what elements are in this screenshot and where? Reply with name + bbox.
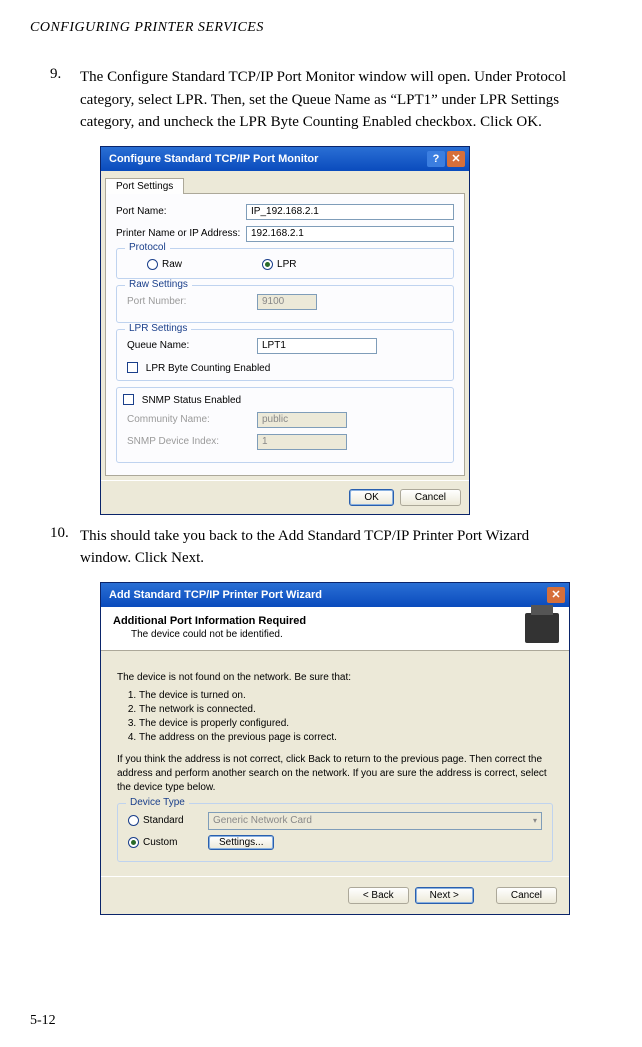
snmp-group: SNMP Status Enabled Community Name: publ… (116, 387, 454, 463)
dialog-title: Add Standard TCP/IP Printer Port Wizard (109, 589, 547, 601)
lpr-byte-counting-checkbox[interactable]: LPR Byte Counting Enabled (127, 360, 443, 374)
port-name-label: Port Name: (116, 206, 246, 217)
raw-settings-group: Raw Settings Port Number: 9100 (116, 285, 454, 323)
cancel-button[interactable]: Cancel (496, 887, 557, 904)
protocol-group: Protocol Raw LPR (116, 248, 454, 279)
step-text: The Configure Standard TCP/IP Port Monit… (80, 66, 582, 134)
page-footer: 5-12 (30, 1013, 56, 1029)
protocol-lpr-label: LPR (277, 259, 296, 270)
device-type-title: Device Type (126, 797, 189, 808)
protocol-raw-label: Raw (162, 259, 182, 270)
dialog-title: Configure Standard TCP/IP Port Monitor (109, 153, 427, 165)
radio-icon (128, 815, 139, 826)
tab-port-settings[interactable]: Port Settings (105, 178, 184, 194)
titlebar: Configure Standard TCP/IP Port Monitor ?… (101, 147, 469, 171)
lpr-group-title: LPR Settings (125, 323, 191, 334)
back-button[interactable]: < Back (348, 887, 409, 904)
bullet-2: The network is connected. (139, 703, 553, 717)
protocol-raw-option[interactable]: Raw (147, 259, 182, 270)
wizard-subheading: The device could not be identified. (131, 629, 557, 640)
button-row: OK Cancel (101, 480, 469, 514)
device-standard-label: Standard (143, 815, 184, 826)
chevron-down-icon: ▾ (533, 816, 537, 825)
device-standard-select: Generic Network Card ▾ (208, 812, 542, 830)
page-header: CONFIGURING PRINTER SERVICES (30, 20, 612, 36)
snmp-index-label: SNMP Device Index: (127, 436, 257, 447)
radio-icon (128, 837, 139, 848)
bullet-4: The address on the previous page is corr… (139, 731, 553, 745)
device-standard-option[interactable]: Standard (128, 815, 200, 826)
snmp-status-label: SNMP Status Enabled (142, 395, 241, 406)
configure-port-dialog: Configure Standard TCP/IP Port Monitor ?… (100, 146, 470, 515)
checkbox-icon (127, 362, 138, 373)
community-input: public (257, 412, 347, 428)
port-name-input[interactable]: IP_192.168.2.1 (246, 204, 454, 220)
snmp-index-input: 1 (257, 434, 347, 450)
protocol-group-title: Protocol (125, 242, 170, 253)
radio-icon (262, 259, 273, 270)
cancel-button[interactable]: Cancel (400, 489, 461, 506)
raw-group-title: Raw Settings (125, 279, 192, 290)
paragraph: If you think the address is not correct,… (117, 753, 553, 795)
tab-strip: Port Settings (101, 171, 469, 193)
wizard-heading: Additional Port Information Required (113, 615, 557, 627)
document-page: CONFIGURING PRINTER SERVICES 9. The Conf… (0, 0, 642, 1047)
next-button[interactable]: Next > (415, 887, 474, 904)
port-number-input: 9100 (257, 294, 317, 310)
bullet-3: The device is properly configured. (139, 717, 553, 731)
queue-name-input[interactable]: LPT1 (257, 338, 377, 354)
community-label: Community Name: (127, 414, 257, 425)
spacer (480, 887, 490, 904)
help-button[interactable]: ? (427, 151, 445, 167)
lpr-byte-counting-label: LPR Byte Counting Enabled (146, 363, 271, 374)
bullet-1: The device is turned on. (139, 689, 553, 703)
step-text: This should take you back to the Add Sta… (80, 525, 582, 570)
printer-icon (525, 613, 559, 643)
step-number: 9. (50, 66, 80, 134)
checkbox-icon (123, 394, 134, 405)
printer-ip-label: Printer Name or IP Address: (116, 228, 246, 239)
instruction-text: The device is not found on the network. … (117, 671, 553, 795)
titlebar: Add Standard TCP/IP Printer Port Wizard … (101, 583, 569, 607)
step-9: 9. The Configure Standard TCP/IP Port Mo… (50, 66, 582, 134)
ok-button[interactable]: OK (349, 489, 393, 506)
add-port-wizard-dialog: Add Standard TCP/IP Printer Port Wizard … (100, 582, 570, 915)
step-10: 10. This should take you back to the Add… (50, 525, 582, 570)
step-number: 10. (50, 525, 80, 570)
close-button[interactable]: ✕ (547, 587, 565, 603)
printer-ip-input[interactable]: 192.168.2.1 (246, 226, 454, 242)
settings-button[interactable]: Settings... (208, 835, 274, 850)
queue-name-label: Queue Name: (127, 340, 257, 351)
radio-icon (147, 259, 158, 270)
port-number-label: Port Number: (127, 296, 257, 307)
tab-panel: Port Name: IP_192.168.2.1 Printer Name o… (105, 193, 465, 476)
lpr-settings-group: LPR Settings Queue Name: LPT1 LPR Byte C… (116, 329, 454, 381)
device-custom-label: Custom (143, 837, 177, 848)
wizard-header: Additional Port Information Required The… (101, 607, 569, 651)
wizard-body: The device is not found on the network. … (101, 651, 569, 876)
close-button[interactable]: ✕ (447, 151, 465, 167)
device-type-group: Device Type Standard Generic Network Car… (117, 803, 553, 862)
device-standard-value: Generic Network Card (213, 815, 312, 826)
button-row: < Back Next > Cancel (101, 876, 569, 914)
intro-line: The device is not found on the network. … (117, 671, 553, 685)
protocol-lpr-option[interactable]: LPR (262, 259, 296, 270)
device-custom-option[interactable]: Custom (128, 837, 200, 848)
snmp-status-checkbox[interactable]: SNMP Status Enabled (123, 392, 443, 406)
